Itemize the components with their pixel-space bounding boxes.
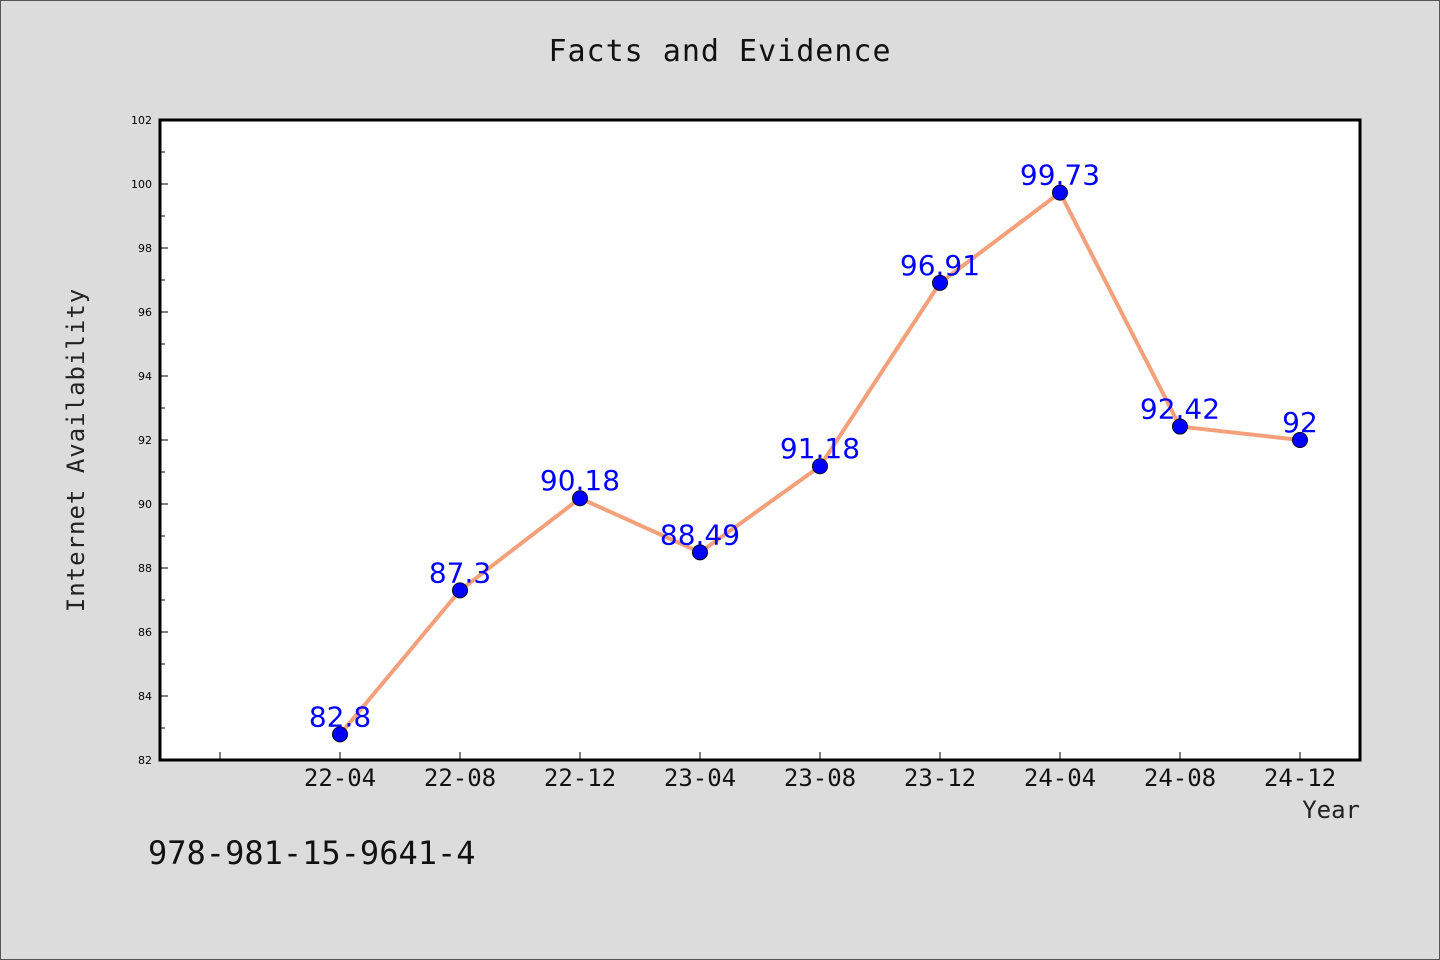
y-tick-label: 102: [131, 114, 152, 127]
data-label: 87.3: [429, 556, 491, 589]
y-tick-label: 98: [138, 242, 152, 255]
y-tick-label: 100: [131, 178, 152, 191]
x-tick-label: 22-08: [424, 764, 496, 792]
data-point: [1292, 432, 1308, 448]
x-tick-label: 22-12: [544, 764, 616, 792]
x-tick-label: 24-12: [1264, 764, 1336, 792]
data-point: [332, 726, 348, 743]
data-point: [692, 544, 708, 561]
y-tick-label: 86: [138, 626, 152, 639]
data-label: 92.42: [1140, 393, 1220, 426]
y-tick-label: 92: [138, 434, 152, 447]
data-label: 88.49: [660, 518, 740, 551]
data-point: [812, 458, 828, 475]
y-tick-label: 84: [138, 690, 152, 703]
data-label: 99.73: [1020, 159, 1100, 192]
data-point: [1052, 184, 1068, 201]
x-tick-label: 24-08: [1144, 764, 1216, 792]
data-label: 82.8: [309, 700, 371, 733]
plot-area: [158, 118, 1362, 762]
data-label: 90.18: [540, 464, 620, 497]
data-label: 91.18: [780, 432, 860, 465]
y-tick-label: 82: [138, 754, 152, 767]
x-tick-label: 22-04: [304, 764, 376, 792]
data-point: [932, 274, 948, 291]
x-axis-label: Year: [1302, 796, 1360, 824]
x-tick-label: 23-12: [904, 764, 976, 792]
y-tick-label: 90: [138, 498, 152, 511]
data-point: [572, 490, 588, 507]
isbn-footnote: 978-981-15-9641-4: [148, 834, 476, 872]
data-point: [1172, 418, 1188, 435]
x-tick-label: 24-04: [1024, 764, 1096, 792]
y-tick-label: 94: [138, 370, 152, 383]
data-label: 96.91: [900, 249, 980, 282]
data-point: [452, 582, 468, 599]
x-tick-label: 23-04: [664, 764, 736, 792]
y-tick-label: 96: [138, 306, 152, 319]
chart-title: Facts and Evidence: [548, 34, 892, 69]
y-tick-label: 88: [138, 562, 152, 575]
data-label: 92: [1282, 406, 1318, 439]
x-tick-label: 23-08: [784, 764, 856, 792]
